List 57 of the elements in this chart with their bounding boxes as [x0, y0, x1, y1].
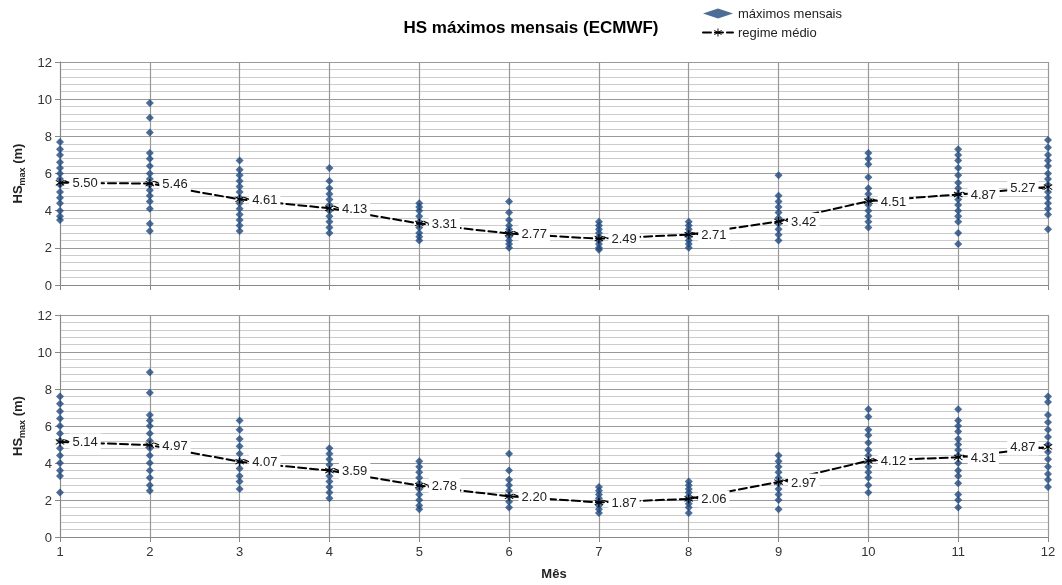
- y-axis-title: HSmax (m): [10, 396, 27, 456]
- data-label: 2.97: [791, 474, 817, 490]
- x-axis-title: Mês: [541, 566, 567, 581]
- data-label: 4.87: [970, 187, 996, 202]
- x-tick-label: 10: [861, 544, 876, 559]
- x-tick-label: 6: [505, 544, 513, 559]
- data-label: 2.78: [431, 478, 458, 494]
- y-tick-label: 4: [44, 203, 52, 219]
- data-label: 4.51: [880, 193, 907, 209]
- legend-label: regime médio: [737, 25, 817, 40]
- data-label: 2.77: [521, 226, 547, 242]
- data-label: 4.97: [162, 437, 188, 453]
- y-tick-label: 6: [44, 166, 52, 181]
- data-label: 5.46: [162, 176, 188, 192]
- x-tick-label: 11: [951, 544, 965, 559]
- x-tick-label: 12: [1040, 544, 1056, 559]
- y-tick-label: 0: [44, 529, 52, 545]
- y-tick-label: 12: [37, 54, 52, 70]
- data-label: 3.31: [431, 215, 458, 231]
- data-label: 2.06: [701, 491, 727, 507]
- x-tick-label: 3: [236, 544, 244, 559]
- data-label: 2.71: [701, 227, 727, 243]
- data-label: 4.31: [970, 449, 996, 465]
- data-label: 5.50: [72, 175, 98, 191]
- y-tick-label: 0: [44, 277, 52, 293]
- x-tick-label: 5: [415, 544, 423, 559]
- data-label: 3.59: [341, 463, 368, 479]
- data-label: 4.12: [880, 453, 907, 469]
- y-tick-label: 6: [44, 418, 52, 434]
- data-label: 4.87: [1010, 439, 1036, 455]
- y-tick-label: 2: [44, 492, 52, 508]
- data-label: 4.07: [252, 454, 278, 470]
- data-label: 2.20: [521, 488, 547, 504]
- x-tick-label: 7: [595, 544, 603, 559]
- data-label: 2.49: [611, 231, 637, 247]
- legend-label: máximos mensais: [737, 6, 843, 21]
- x-tick-label: 2: [146, 544, 154, 559]
- y-tick-label: 8: [44, 128, 52, 144]
- chart-title: HS máximos mensais (ECMWF): [403, 18, 659, 37]
- data-label: 3.42: [791, 213, 817, 229]
- x-tick-label: 4: [325, 544, 334, 559]
- y-tick-label: 10: [37, 91, 52, 107]
- y-tick-label: 8: [44, 381, 52, 397]
- x-tick-label: 8: [685, 544, 693, 559]
- x-tick-label: 1: [56, 544, 64, 559]
- y-tick-label: 2: [44, 240, 52, 256]
- y-tick-label: 10: [37, 344, 52, 360]
- y-axis-title: HSmax (m): [10, 143, 27, 204]
- data-label: 4.13: [341, 200, 368, 216]
- data-label: 4.61: [252, 191, 278, 207]
- data-label: 5.27: [1010, 179, 1036, 195]
- y-tick-label: 12: [37, 307, 52, 323]
- point: [145, 440, 155, 450]
- x-tick-label: 9: [774, 544, 783, 559]
- y-tick-label: 4: [44, 455, 52, 471]
- data-label: 5.14: [72, 434, 98, 450]
- data-label: 1.87: [611, 494, 637, 510]
